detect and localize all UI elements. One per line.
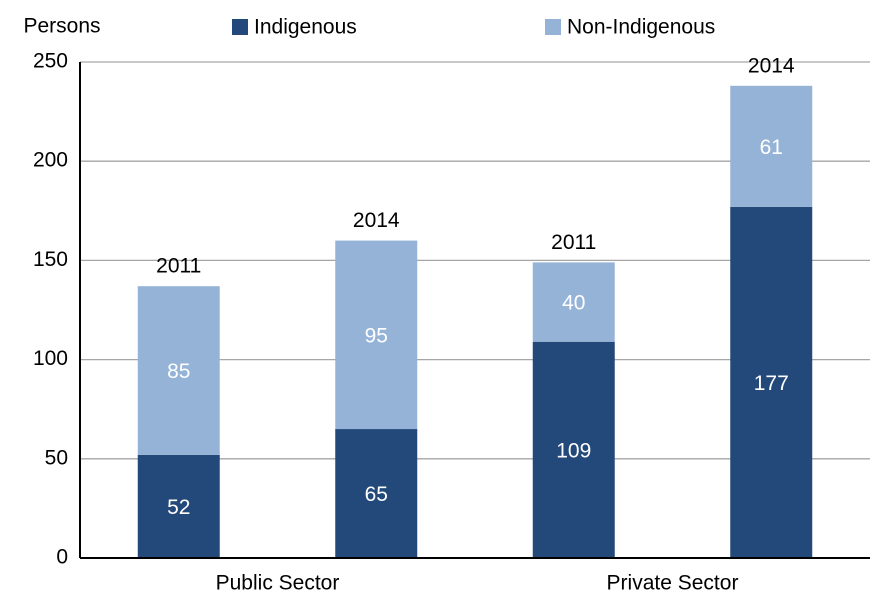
data-label: 177 xyxy=(754,372,789,395)
bar-segment xyxy=(532,262,615,342)
legend-swatch xyxy=(545,19,561,35)
x-group-label: Private Sector xyxy=(607,572,739,595)
y-tick-label: 0 xyxy=(56,546,68,569)
y-tick-label: 100 xyxy=(33,347,68,370)
y-axis-label: Persons xyxy=(23,15,100,38)
x-group-label: Public Sector xyxy=(216,572,340,595)
legend-label: Non-Indigenous xyxy=(567,16,715,39)
legend-label: Indigenous xyxy=(254,16,357,39)
y-tick-label: 50 xyxy=(45,446,68,469)
bar-segment xyxy=(335,240,418,430)
y-tick-label: 250 xyxy=(33,50,68,73)
data-label: 109 xyxy=(556,439,591,462)
y-tick-label: 200 xyxy=(33,149,68,172)
bar-label: 2011 xyxy=(156,255,201,278)
bar-segment xyxy=(335,429,418,558)
bar-label: 2014 xyxy=(353,209,400,232)
bar-segment xyxy=(532,341,615,558)
bar-segment xyxy=(730,206,813,558)
bar-segment xyxy=(137,286,220,455)
bar-label: 2011 xyxy=(551,231,596,254)
bar-segment xyxy=(137,454,220,558)
legend-swatch xyxy=(232,19,248,35)
data-label: 61 xyxy=(760,136,783,159)
data-label: 95 xyxy=(365,324,388,347)
bar-segment xyxy=(730,85,813,207)
data-label: 52 xyxy=(167,496,190,519)
y-tick-label: 150 xyxy=(33,248,68,271)
data-label: 65 xyxy=(365,483,388,506)
bar-label: 2014 xyxy=(748,54,795,77)
data-label: 85 xyxy=(167,360,190,383)
data-label: 40 xyxy=(562,292,585,315)
